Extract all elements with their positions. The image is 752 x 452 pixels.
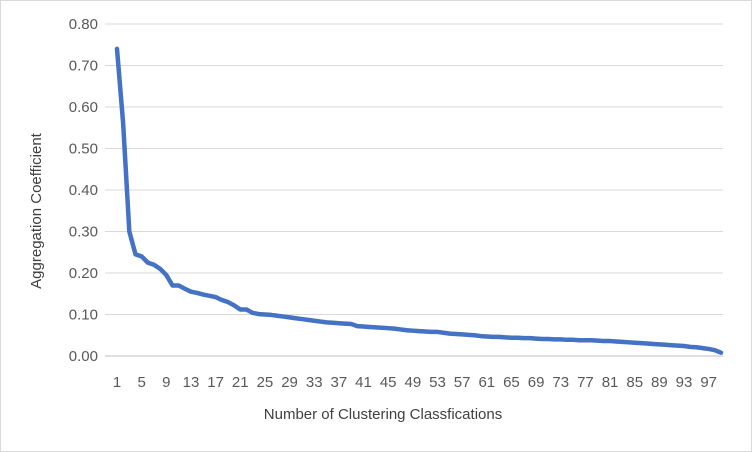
- y-axis-title: Aggregation Coefficient: [28, 132, 45, 288]
- y-tick-label: 0.60: [69, 99, 98, 116]
- x-tick-label: 13: [183, 374, 200, 391]
- y-tick-label: 0.00: [69, 348, 98, 365]
- y-tick-label: 0.30: [69, 224, 98, 241]
- x-tick-label: 29: [281, 374, 298, 391]
- x-tick-label: 73: [552, 374, 569, 391]
- x-tick-label: 9: [162, 374, 170, 391]
- x-axis-title: Number of Clustering Classfications: [264, 406, 502, 423]
- x-tick-label: 57: [454, 374, 471, 391]
- x-axis-ticks: 1 5 9 13 17 21 25 29 33 37 41 45 49 53 57 61 65 69 73 77 81 8…: [113, 374, 717, 391]
- y-tick-label: 0.80: [69, 16, 98, 33]
- x-tick-label: 61: [478, 374, 495, 391]
- x-tick-label: 45: [380, 374, 397, 391]
- y-tick-label: 0.70: [69, 58, 98, 75]
- x-tick-label: 49: [404, 374, 421, 391]
- series-line: [114, 46, 724, 355]
- x-tick-label: 97: [700, 374, 717, 391]
- x-tick-label: 21: [232, 374, 249, 391]
- x-tick-label: 85: [626, 374, 643, 391]
- y-tick-label: 0.50: [69, 141, 98, 158]
- gridlines: [105, 23, 723, 357]
- x-tick-label: 65: [503, 374, 520, 391]
- x-tick-label: 37: [331, 374, 348, 391]
- x-tick-label: 1: [113, 374, 121, 391]
- y-tick-label: 0.40: [69, 182, 98, 199]
- x-tick-label: 17: [207, 374, 224, 391]
- y-tick-label: 0.10: [69, 307, 98, 324]
- series-layer: [114, 46, 724, 355]
- x-tick-label: 77: [577, 374, 594, 391]
- x-tick-label: 5: [137, 374, 145, 391]
- y-axis-ticks: 0.00 0.10 0.20 0.30 0.40 0.50 0.60 0.70 0.80: [69, 16, 98, 365]
- x-tick-label: 81: [602, 374, 619, 391]
- x-tick-label: 33: [306, 374, 323, 391]
- x-tick-label: 89: [651, 374, 668, 391]
- y-tick-label: 0.20: [69, 265, 98, 282]
- x-tick-label: 41: [355, 374, 372, 391]
- x-tick-label: 25: [257, 374, 274, 391]
- x-tick-label: 69: [528, 374, 545, 391]
- x-tick-label: 53: [429, 374, 446, 391]
- x-tick-label: 93: [676, 374, 693, 391]
